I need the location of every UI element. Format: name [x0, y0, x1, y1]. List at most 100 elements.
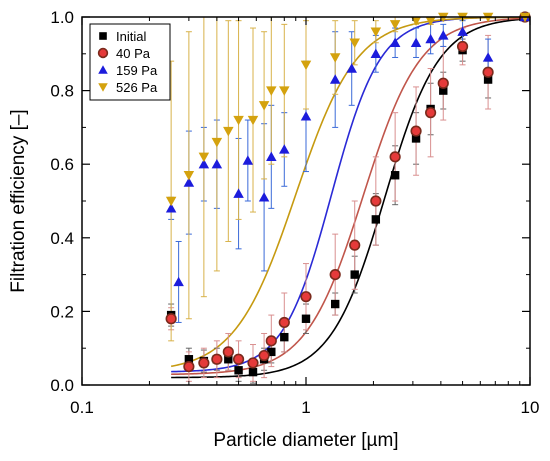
y-tick-label: 0.6	[50, 155, 74, 174]
fit-line	[171, 17, 531, 379]
data-point-159-pa	[329, 74, 341, 84]
legend-marker-159pa	[98, 65, 108, 74]
y-tick-label: 0.4	[50, 229, 74, 248]
data-point-40-pa	[165, 313, 177, 325]
y-axis-title: Filtration efficiency [–]	[8, 109, 29, 292]
legend-marker-shape	[99, 32, 107, 40]
data-point-40-pa	[211, 353, 223, 365]
data-point-159-pa	[279, 144, 290, 154]
data-point-40-pa	[425, 107, 437, 119]
data-point-40-pa	[265, 335, 277, 347]
data-point-526-pa	[266, 86, 277, 96]
legend-marker-initial	[99, 32, 107, 40]
y-tick-label: 0.0	[50, 376, 74, 395]
data-points	[165, 11, 531, 377]
data-point-159-pa	[425, 33, 436, 44]
data-point-40-pa	[198, 357, 210, 369]
data-point-40-pa	[456, 40, 469, 53]
data-point-initial	[390, 171, 400, 180]
data-point-40-pa	[232, 353, 245, 365]
data-point-526-pa	[410, 16, 422, 26]
data-point-initial	[234, 366, 243, 375]
data-point-526-pa	[183, 171, 195, 181]
x-tick-label: 0.1	[70, 398, 94, 417]
axis-tick-labels: 0.1 1 10 0.0 0.2 0.4 0.6 0.8 1.0	[50, 8, 539, 417]
legend-label-40pa: 40 Pa	[116, 46, 151, 61]
data-point-159-pa	[242, 155, 254, 165]
data-point-526-pa	[370, 27, 382, 37]
data-point-initial	[248, 367, 258, 377]
y-tick-label: 0.8	[50, 82, 74, 101]
data-point-40-pa	[410, 125, 422, 137]
data-point-159-pa	[457, 26, 468, 36]
data-point-initial	[330, 299, 340, 309]
data-point-159-pa	[233, 188, 244, 198]
axis-ticks	[81, 16, 531, 386]
legend-item-initial: Initial	[99, 29, 146, 44]
x-axis-title: Particle diameter [µm]	[213, 430, 398, 451]
x-tick-label: 1	[301, 398, 310, 417]
legend-label-526pa: 526 Pa	[116, 80, 158, 95]
data-point-initial	[267, 347, 276, 357]
data-point-526-pa	[279, 86, 290, 96]
data-point-526-pa	[211, 137, 223, 148]
data-point-526-pa	[258, 101, 270, 111]
data-point-initial	[483, 75, 493, 84]
y-tick-label: 0.2	[50, 302, 74, 321]
data-point-40-pa	[349, 239, 361, 251]
data-point-526-pa	[425, 16, 436, 26]
data-point-initial	[350, 270, 359, 279]
data-point-initial	[301, 314, 311, 323]
data-point-40-pa	[183, 361, 195, 373]
data-point-40-pa	[247, 357, 259, 369]
data-point-initial	[224, 355, 233, 364]
data-point-526-pa	[233, 115, 244, 126]
data-point-526-pa	[223, 126, 234, 137]
data-point-40-pa	[370, 195, 382, 207]
data-point-526-pa	[329, 53, 341, 63]
data-point-40-pa	[389, 151, 401, 163]
data-point-526-pa	[247, 115, 259, 126]
data-point-159-pa	[438, 30, 449, 40]
data-point-526-pa	[165, 196, 177, 207]
data-point-159-pa	[211, 158, 223, 169]
data-point-159-pa	[410, 37, 422, 47]
data-point-40-pa	[222, 346, 234, 358]
data-point-initial	[439, 86, 448, 95]
legend-label-159pa: 159 Pa	[116, 63, 158, 78]
data-point-159-pa	[346, 63, 357, 73]
x-tick-label: 10	[521, 398, 540, 417]
legend-label-initial: Initial	[116, 29, 146, 44]
data-point-40-pa	[329, 269, 341, 281]
legend-marker-40pa	[97, 47, 109, 59]
data-point-159-pa	[183, 177, 195, 187]
legend-marker-shape	[98, 65, 108, 74]
legend-marker-shape	[98, 83, 108, 92]
data-point-40-pa	[482, 66, 494, 78]
data-point-initial	[371, 215, 381, 224]
legend-item-159pa: 159 Pa	[98, 63, 158, 78]
data-point-159-pa	[389, 37, 401, 47]
data-point-526-pa	[198, 152, 210, 163]
legend-marker-shape	[97, 47, 109, 59]
data-point-initial	[411, 134, 421, 143]
data-point-526-pa	[389, 20, 401, 30]
data-point-40-pa	[300, 291, 312, 303]
data-point-159-pa	[266, 151, 277, 162]
data-point-40-pa	[278, 316, 290, 329]
legend: Initial 40 Pa 159 Pa 526 Pa	[89, 23, 171, 101]
legend-item-40pa: 40 Pa	[97, 46, 151, 61]
data-point-159-pa	[482, 52, 494, 62]
data-point-159-pa	[258, 192, 270, 202]
data-point-initial	[280, 332, 289, 342]
y-tick-label: 1.0	[50, 8, 74, 27]
data-point-40-pa	[437, 77, 449, 89]
fit-line	[171, 17, 531, 376]
legend-item-526pa: 526 Pa	[98, 80, 158, 95]
data-point-159-pa	[165, 203, 177, 213]
data-point-526-pa	[349, 38, 360, 49]
data-point-159-pa	[370, 48, 382, 58]
data-point-526-pa	[300, 60, 312, 71]
data-point-159-pa	[198, 158, 210, 169]
